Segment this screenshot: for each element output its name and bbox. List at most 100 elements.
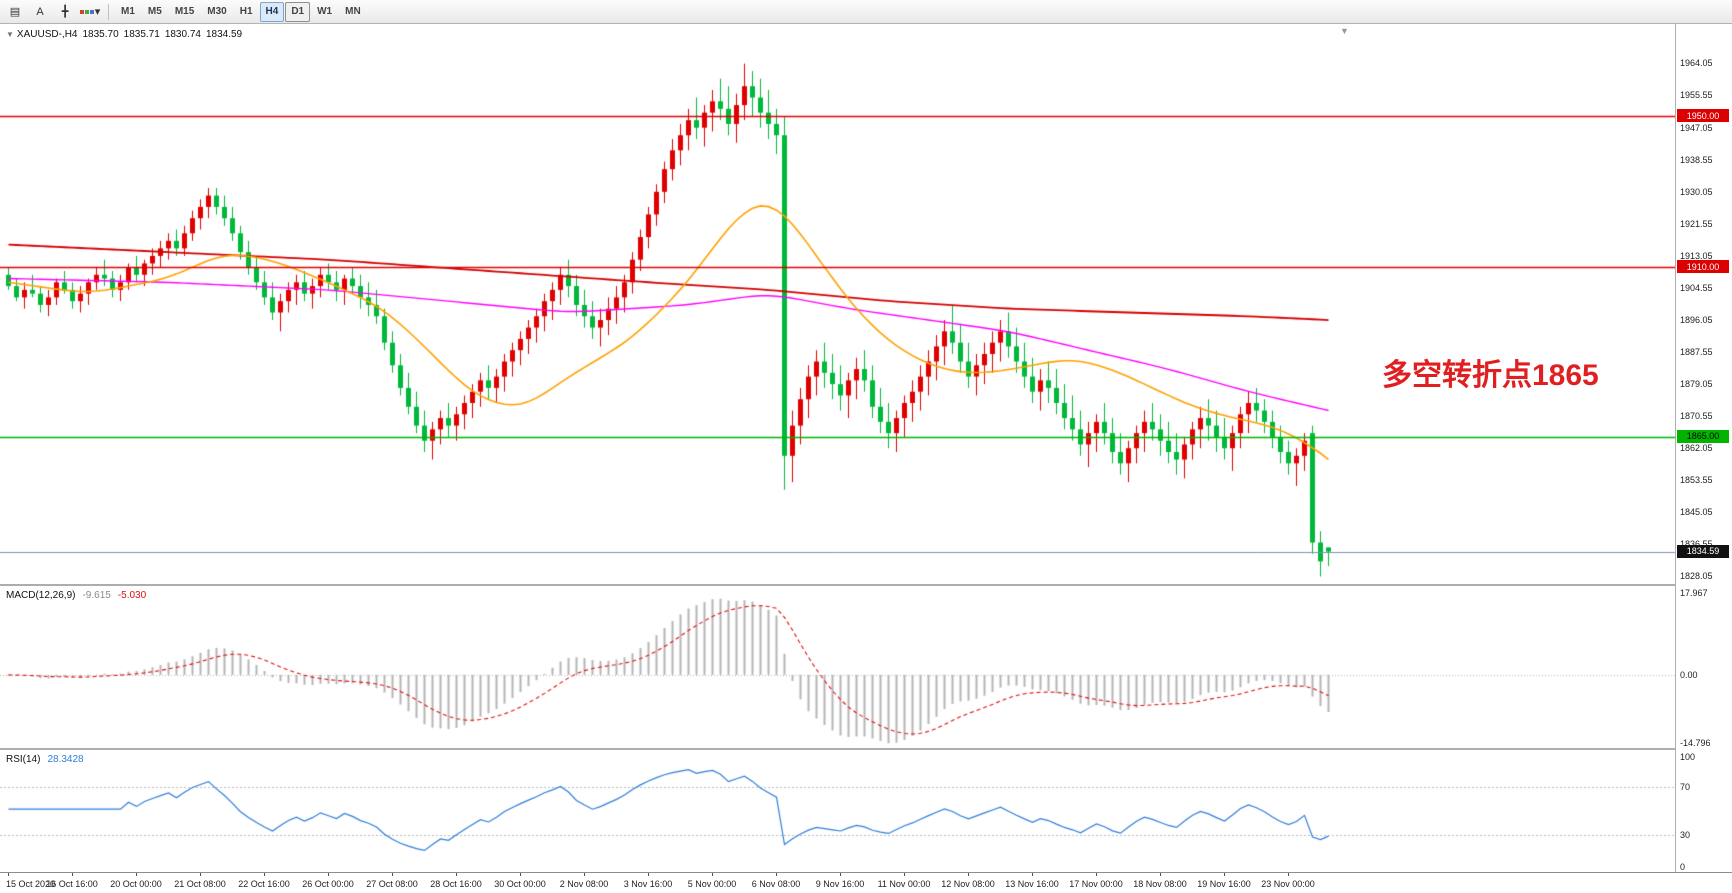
time-axis-label: 5 Nov 00:00 bbox=[687, 879, 737, 889]
text-label-icon: A bbox=[36, 5, 44, 18]
colors-button[interactable]: ▾ bbox=[78, 1, 102, 23]
time-scale[interactable]: 15 Oct 2020 16 Oct 16:00 20 Oct 00:00 21 Oc… bbox=[0, 872, 1732, 893]
current-price-badge: 1834.59 bbox=[1677, 544, 1729, 558]
chart-shift-marker-icon: ▼ bbox=[1340, 26, 1349, 36]
crosshair-button[interactable]: ╋ bbox=[53, 1, 77, 23]
time-axis-label: 27 Oct 08:00 bbox=[366, 879, 418, 889]
time-tick bbox=[8, 873, 9, 876]
timeframe-button-h4[interactable]: H4 bbox=[259, 1, 285, 22]
time-tick bbox=[520, 873, 521, 876]
time-tick bbox=[392, 873, 393, 876]
time-tick bbox=[264, 873, 265, 876]
price-scale-label: 1938.55 bbox=[1680, 154, 1713, 165]
time-tick bbox=[840, 873, 841, 876]
time-axis-label: 26 Oct 00:00 bbox=[302, 879, 354, 889]
time-axis-label: 20 Oct 00:00 bbox=[110, 879, 162, 889]
quote-high: 1835.71 bbox=[123, 29, 160, 40]
rsi-indicator-label: RSI(14) 28.3428 bbox=[6, 754, 84, 765]
time-tick bbox=[200, 873, 201, 876]
price-scale-label: 1930.05 bbox=[1680, 186, 1713, 197]
price-scale-border bbox=[1675, 24, 1676, 872]
time-tick bbox=[712, 873, 713, 876]
hline-price-badge: 1865.00 bbox=[1677, 429, 1729, 443]
price-scale-label: 1947.05 bbox=[1680, 122, 1713, 133]
timeframe-button-d1[interactable]: D1 bbox=[285, 1, 311, 22]
price-scale-label: 1836.55 bbox=[1680, 539, 1713, 549]
time-tick bbox=[1224, 873, 1225, 876]
time-axis-label: 18 Nov 08:00 bbox=[1133, 879, 1187, 889]
price-scale-label: 1845.05 bbox=[1680, 507, 1713, 518]
time-tick bbox=[584, 873, 585, 876]
toolbar: ▤ A ╋ ▾ M1 M5 M15 M30 H1 H4 D1 W1 MN bbox=[0, 0, 1732, 24]
price-scale-label: 1870.55 bbox=[1680, 411, 1713, 421]
templates-button[interactable]: ▤ bbox=[3, 1, 27, 23]
time-axis-label: 12 Nov 08:00 bbox=[941, 879, 995, 889]
one-click-collapse-icon[interactable]: ▼ bbox=[6, 30, 14, 39]
time-axis-label: 28 Oct 16:00 bbox=[430, 879, 482, 889]
price-scale-label: 1828.05 bbox=[1680, 571, 1713, 582]
time-axis-label: 30 Oct 00:00 bbox=[494, 879, 546, 889]
price-scale-label: 1955.55 bbox=[1680, 90, 1713, 101]
time-tick bbox=[776, 873, 777, 876]
time-tick bbox=[72, 873, 73, 876]
timeframe-button-m1[interactable]: M1 bbox=[121, 6, 135, 17]
price-scale-label: 1913.05 bbox=[1680, 250, 1713, 261]
rsi-canvas[interactable] bbox=[0, 750, 1675, 872]
panel-separator[interactable] bbox=[0, 584, 1675, 586]
macd-canvas[interactable] bbox=[0, 586, 1675, 748]
price-scale-label: 1896.05 bbox=[1680, 314, 1713, 325]
rsi-scale-label: 100 bbox=[1680, 752, 1696, 762]
rsi-value: 28.3428 bbox=[47, 754, 84, 765]
chart-quote-line: ▼ XAUUSD-,H4 1835.70 1835.71 1830.74 1834.59 bbox=[6, 29, 247, 40]
price-scale-label: 1862.05 bbox=[1680, 443, 1713, 454]
price-scale-label: 1879.05 bbox=[1680, 378, 1713, 389]
text-annotation[interactable]: 多空转折点1865 bbox=[1382, 359, 1599, 392]
time-tick bbox=[968, 873, 969, 876]
timeframe-button-m15[interactable]: M15 bbox=[174, 6, 195, 17]
toolbar-separator bbox=[108, 3, 109, 20]
time-axis-label: 13 Nov 16:00 bbox=[1005, 879, 1059, 889]
time-tick bbox=[1160, 873, 1161, 876]
price-scale[interactable]: 1964.05 1955.55 1947.05 1938.55 1930.05 1921.… bbox=[1676, 0, 1732, 893]
time-axis-label: 23 Nov 00:00 bbox=[1261, 879, 1315, 889]
price-scale-label: 1921.55 bbox=[1680, 218, 1713, 229]
time-axis-label: 16 Oct 16:00 bbox=[46, 879, 98, 889]
macd-scale-label: 0.00 bbox=[1680, 669, 1698, 680]
quote-close: 1834.59 bbox=[205, 29, 243, 40]
timeframe-button-w1[interactable]: W1 bbox=[317, 6, 333, 17]
time-tick bbox=[328, 873, 329, 876]
price-scale-label: 1904.55 bbox=[1680, 282, 1713, 293]
time-tick bbox=[456, 873, 457, 876]
timeframe-button-m5[interactable]: M5 bbox=[147, 6, 162, 17]
quote-low: 1830.74 bbox=[164, 29, 201, 40]
time-tick bbox=[136, 873, 137, 876]
color-swatch-icon bbox=[89, 9, 94, 14]
macd-main-value: -9.615 bbox=[82, 590, 111, 601]
macd-scale-label: -14.796 bbox=[1680, 738, 1711, 748]
time-axis-label: 6 Nov 08:00 bbox=[751, 879, 801, 889]
hline-price-badge: 1910.00 bbox=[1677, 260, 1729, 274]
macd-signal-value: -5.030 bbox=[117, 590, 147, 601]
timeframe-button-h1[interactable]: H1 bbox=[239, 6, 253, 17]
price-chart-canvas[interactable] bbox=[0, 24, 1675, 584]
time-tick bbox=[904, 873, 905, 876]
time-axis-label: 11 Nov 00:00 bbox=[877, 879, 931, 889]
rsi-name: RSI(14) bbox=[6, 754, 41, 765]
rsi-scale-label: 70 bbox=[1680, 781, 1691, 792]
panel-separator[interactable] bbox=[0, 748, 1675, 750]
price-scale-label: 1853.55 bbox=[1680, 475, 1713, 486]
timeframe-button-mn[interactable]: MN bbox=[345, 6, 361, 17]
time-tick bbox=[1032, 873, 1033, 876]
chart-symbol-label: XAUUSD-,H4 bbox=[16, 29, 78, 40]
hline-price-badge: 1950.00 bbox=[1677, 109, 1729, 123]
time-tick bbox=[1288, 873, 1289, 876]
time-tick bbox=[648, 873, 649, 876]
timeframe-button-m30[interactable]: M30 bbox=[207, 6, 227, 17]
time-axis-label: 22 Oct 16:00 bbox=[238, 879, 290, 889]
macd-name: MACD(12,26,9) bbox=[6, 590, 76, 601]
templates-icon: ▤ bbox=[9, 6, 21, 18]
time-axis-label: 2 Nov 08:00 bbox=[559, 879, 609, 889]
text-label-button[interactable]: A bbox=[28, 1, 52, 23]
color-swatch-icon bbox=[79, 9, 84, 14]
